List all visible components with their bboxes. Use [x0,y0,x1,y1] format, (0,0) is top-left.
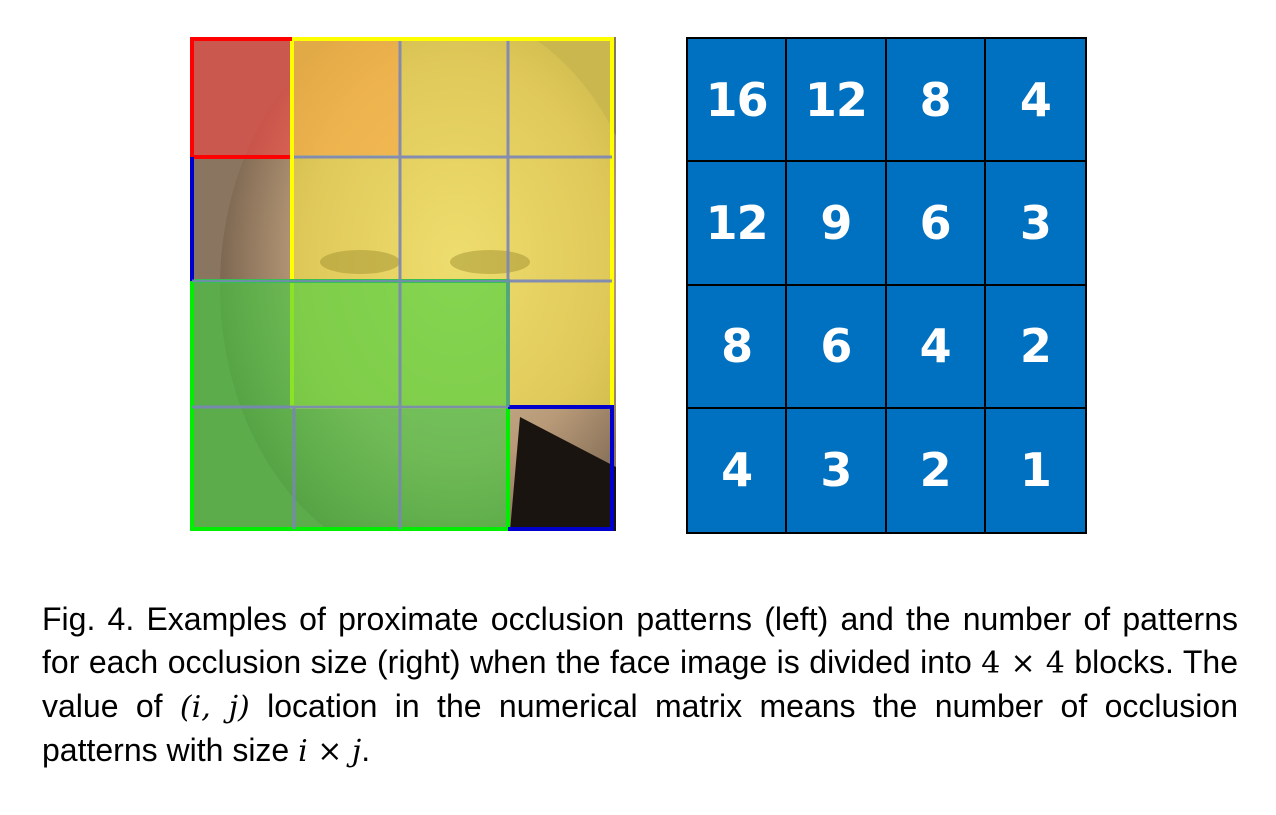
caption-text: Fig. 4. Examples of proximate occlusion … [42,601,1238,680]
matrix-cell: 12 [688,162,788,286]
green-occlusion-pattern [190,279,510,531]
caption-math-size: i × j [298,734,362,769]
caption-math-block-size: 4 × 4 [981,646,1065,681]
matrix-cell: 6 [886,162,986,286]
matrix-cell: 3 [787,408,887,532]
matrix-cell: 2 [887,408,986,532]
caption-text: blocks. The value of [42,644,1239,724]
figure-caption: Fig. 4. Examples of proximate occlusion … [42,598,1238,773]
matrix-cell: 8 [688,285,788,409]
red-occlusion-pattern [190,37,294,159]
photo-dark-corner [510,417,616,531]
matrix-cell: 4 [985,39,1085,163]
matrix-cell: 9 [787,162,887,286]
orange-overlap [294,41,400,155]
caption-math-location: (i, j) [179,690,250,725]
caption-text: location in the numerical matrix means t… [42,688,1238,768]
caption-text: . [361,732,371,768]
occlusion-count-matrix: 16 12 8 4 12 9 6 3 8 6 4 2 4 3 2 1 [686,37,1087,534]
matrix-cell: 16 [688,39,788,163]
matrix-cell: 12 [787,39,887,163]
matrix-cell: 3 [985,162,1085,286]
face-photo-icon [190,7,650,567]
matrix-cell: 8 [886,39,986,163]
block-grid [192,41,612,529]
matrix-cell: 2 [985,286,1085,409]
blue-occlusion-pattern [508,405,614,531]
matrix-cell: 1 [1019,443,1052,498]
matrix-cell: 6 [787,285,887,409]
matrix-cell: 4 [688,408,788,532]
face-occlusion-figure [190,7,650,567]
matrix-cell: 4 [886,285,986,409]
